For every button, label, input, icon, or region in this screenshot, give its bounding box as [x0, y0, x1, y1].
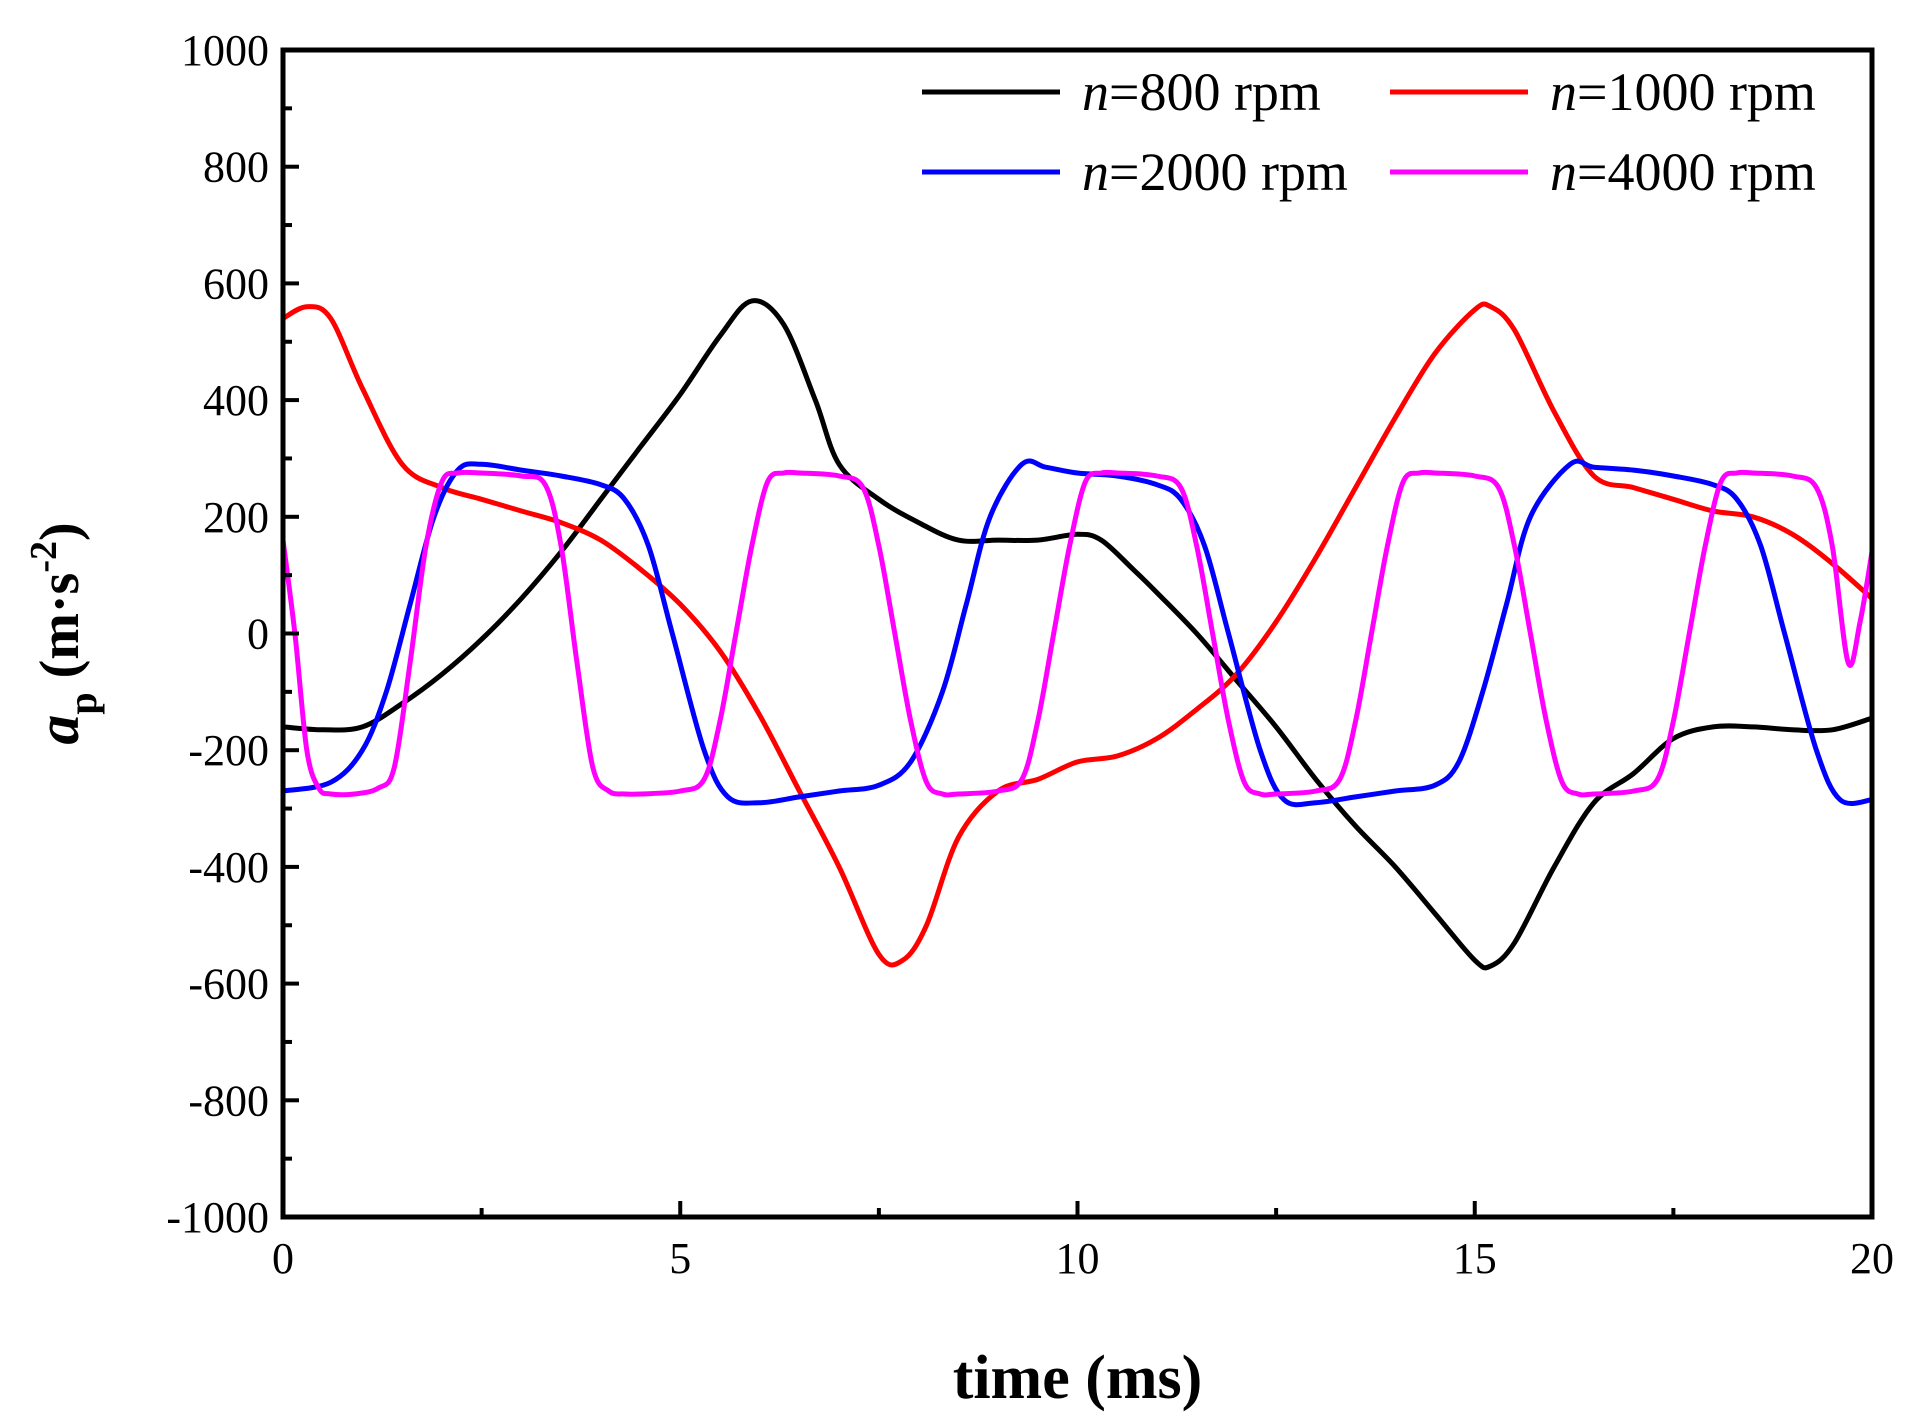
series-layer [283, 298, 1872, 971]
x-tick-label: 15 [1453, 1234, 1497, 1283]
y-tick-label: 0 [247, 610, 269, 659]
y-axis-units-suffix: ) [29, 522, 91, 541]
y-tick-label: 400 [203, 376, 269, 425]
y-axis-units-exp: -2 [23, 541, 65, 573]
y-tick-label: -200 [188, 726, 269, 775]
legend-label-var: n [1550, 62, 1577, 122]
legend-label-value: =800 rpm [1109, 62, 1321, 122]
y-axis-units-prefix: (m·s [29, 573, 91, 693]
legend-label-var: n [1550, 142, 1577, 202]
x-tick-label: 20 [1850, 1234, 1894, 1283]
legend-label-1: n=1000 rpm [1550, 62, 1816, 122]
x-tick-label: 0 [272, 1234, 294, 1283]
y-tick-label: -400 [188, 843, 269, 892]
plot-frame [280, 47, 1875, 1220]
series-line-3 [283, 469, 1872, 798]
y-tick-label: -600 [188, 960, 269, 1009]
y-axis-subscript: p [60, 692, 105, 714]
legend-label-2: n=2000 rpm [1082, 142, 1348, 202]
y-tick-label: 600 [203, 259, 269, 308]
legend-label-var: n [1082, 62, 1109, 122]
y-axis-title: ap (m·s-2) [23, 522, 105, 744]
y-tick-label: 1000 [181, 26, 269, 75]
series-line-0 [283, 298, 1872, 971]
legend-label-value: =2000 rpm [1109, 142, 1348, 202]
x-tick-label: 5 [669, 1234, 691, 1283]
x-axis-title: time (ms) [953, 1344, 1203, 1412]
y-tick-label: -1000 [166, 1193, 269, 1242]
series-line-1 [283, 301, 1872, 968]
y-tick-label: 800 [203, 143, 269, 192]
y-axis-symbol: a [25, 715, 91, 745]
legend-label-0: n=800 rpm [1082, 62, 1321, 122]
y-tick-label: -800 [188, 1076, 269, 1125]
legend-label-value: =4000 rpm [1577, 142, 1816, 202]
x-tick-label: 10 [1056, 1234, 1100, 1283]
tick-labels: 0 5 10 15 20 -1000 -800 -600 -400 -200 0 200 400 600 8… [166, 26, 1894, 1283]
y-tick-label: 200 [203, 493, 269, 542]
legend-label-var: n [1082, 142, 1109, 202]
series-line-2 [283, 458, 1872, 808]
legend-label-3: n=4000 rpm [1550, 142, 1816, 202]
legend-label-value: =1000 rpm [1577, 62, 1816, 122]
